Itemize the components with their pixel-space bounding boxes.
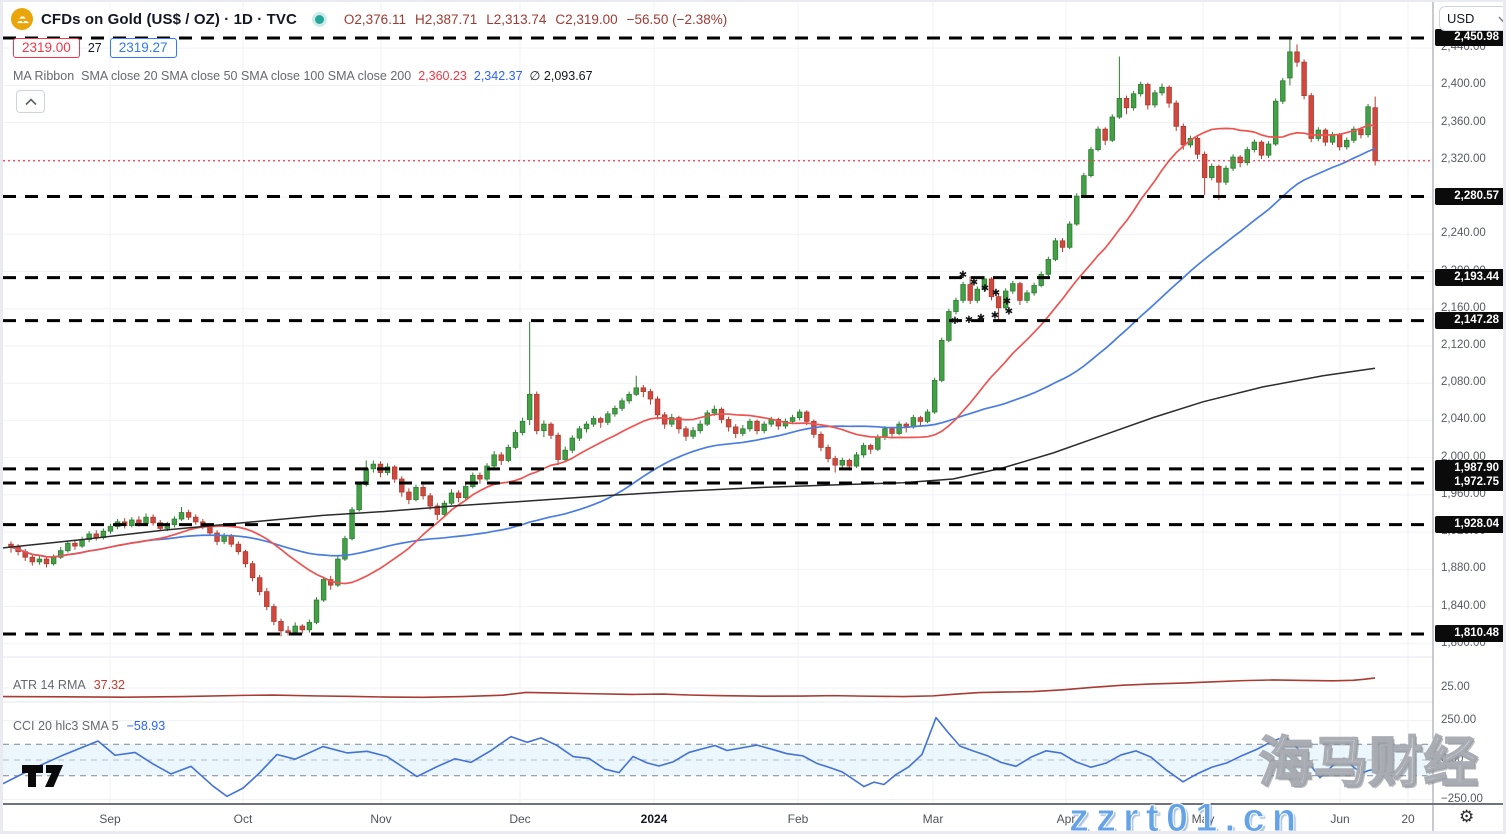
sell-price-button[interactable]: 2319.00 — [13, 38, 80, 58]
settings-gear-icon[interactable]: ⚙ — [1459, 807, 1475, 826]
svg-text:✱: ✱ — [992, 288, 1000, 299]
time-axis-label: May — [1191, 812, 1215, 826]
gold-symbol-icon — [11, 8, 33, 30]
atr-value: 37.32 — [93, 678, 125, 692]
tradingview-logo-icon[interactable] — [21, 762, 65, 790]
cci-tick-label: 250.00 — [1441, 713, 1477, 726]
chevron-up-icon — [24, 97, 37, 105]
currency-selected: USD — [1447, 11, 1475, 26]
time-axis-label: 20 — [1401, 812, 1415, 826]
time-axis-label: Jun — [1330, 812, 1350, 826]
ohlc-readout: O2,376.11 H2,387.71 L2,313.74 C2,319.00 … — [344, 12, 727, 27]
price-tick-label: 2,040.00 — [1441, 413, 1486, 426]
cci-value: −58.93 — [126, 719, 166, 733]
price-level-label: 1,972.75 — [1435, 473, 1503, 491]
atr-pane-legend: ATR 14 RMA 37.32 — [13, 678, 125, 692]
svg-text:✱: ✱ — [977, 313, 985, 324]
ohlc-low: L2,313.74 — [486, 11, 547, 27]
time-axis-label: Sep — [99, 812, 121, 826]
cci-tick-label: −250.00 — [1441, 792, 1483, 805]
collapse-legend-button[interactable] — [16, 90, 45, 113]
cci-pane-legend: CCI 20 hlc3 SMA 5 −58.93 — [13, 719, 165, 733]
svg-text:✱: ✱ — [970, 278, 978, 289]
chart-canvas[interactable]: ✱✱✱ ✱✱✱✱✱✱✱ — [3, 2, 1503, 831]
price-level-label: 1,987.90 — [1435, 459, 1503, 477]
time-axis-label: 2024 — [640, 812, 668, 826]
price-level-label: 1,810.48 — [1435, 625, 1503, 642]
price-level-label: 2,280.57 — [1435, 187, 1503, 205]
svg-text:✱: ✱ — [981, 283, 989, 294]
time-axis-label: Nov — [370, 812, 392, 826]
svg-text:✱: ✱ — [959, 270, 967, 281]
svg-text:✱: ✱ — [951, 316, 959, 327]
atr-tick-label: 25.00 — [1441, 681, 1470, 693]
price-level-label: 1,928.04 — [1435, 515, 1503, 533]
svg-text:✱: ✱ — [1005, 307, 1013, 318]
ohlc-change: −56.50 (−2.38%) — [626, 11, 728, 27]
ma-ribbon-value-sma20: 2,360.23 — [418, 69, 467, 83]
time-axis-label: Dec — [509, 812, 531, 826]
atr-label[interactable]: ATR 14 RMA — [13, 678, 86, 692]
svg-text:✱: ✱ — [1003, 296, 1011, 307]
price-tick-label: 2,080.00 — [1441, 376, 1486, 389]
buy-price-button[interactable]: 2319.27 — [109, 38, 177, 58]
price-tick-label: 2,320.00 — [1441, 152, 1486, 165]
ma-ribbon-params: SMA close 20 SMA close 50 SMA close 100 … — [81, 69, 412, 83]
price-tick-label: 1,880.00 — [1441, 562, 1486, 575]
page-edge-top — [0, 0, 1506, 2]
ma-ribbon-value-sma50: 2,342.37 — [473, 69, 523, 83]
time-axis-label: Apr — [1056, 812, 1076, 826]
chart-area: ✱ ✱ ✱ ✱ ✱ ✱ ✱ ✱ ✱ ✱ CFDs on Gold (US$ / OZ) · 1D … — [3, 2, 1503, 831]
ma-ribbon-value-avg: ∅ 2,093.67 — [529, 69, 593, 83]
price-tick-label: 2,120.00 — [1441, 338, 1486, 351]
price-level-label: 2,147.28 — [1435, 311, 1503, 329]
spread-value: 27 — [87, 41, 102, 55]
price-tick-label: 2,000.00 — [1441, 450, 1486, 463]
price-level-label: 2,450.98 — [1435, 28, 1503, 46]
page-edge-bottom — [0, 831, 1506, 834]
ohlc-open: O2,376.11 — [343, 11, 406, 27]
time-axis-label: Feb — [787, 812, 809, 826]
price-tick-label: 2,360.00 — [1441, 115, 1486, 128]
gold-bars-glyph — [16, 16, 29, 23]
cci-tick-label: 0.00 — [1441, 753, 1464, 765]
ma-ribbon-legend: MA Ribbon SMA close 20 SMA close 50 SMA … — [13, 68, 593, 83]
watermark-chinese: 海马财经 — [1258, 732, 1479, 794]
ohlc-high: H2,387.71 — [414, 11, 478, 27]
cci-label[interactable]: CCI 20 hlc3 SMA 5 — [13, 719, 119, 733]
ohlc-close: C2,319.00 — [555, 11, 618, 27]
price-tick-label: 2,240.00 — [1441, 227, 1486, 240]
bid-ask-row: 2319.00 27 2319.27 — [13, 38, 177, 58]
price-tick-label: 1,840.00 — [1441, 599, 1486, 612]
svg-text:✱: ✱ — [965, 315, 973, 326]
time-axis-label: Mar — [922, 812, 944, 826]
ma-ribbon-label[interactable]: MA Ribbon — [13, 69, 75, 83]
page-edge-left — [0, 0, 3, 834]
symbol-title[interactable]: CFDs on Gold (US$ / OZ) · 1D · TVC — [41, 10, 297, 28]
svg-text:✱: ✱ — [991, 310, 999, 321]
price-level-label: 2,193.44 — [1435, 268, 1503, 286]
watermark-site: zzrt01.cn — [1068, 796, 1304, 832]
currency-dropdown[interactable]: USD — [1439, 6, 1503, 31]
time-axis-label: Oct — [233, 812, 253, 826]
symbol-header: CFDs on Gold (US$ / OZ) · 1D · TVC O2,37… — [11, 8, 727, 30]
price-tick-label: 2,400.00 — [1441, 78, 1486, 91]
market-status-dot-icon[interactable] — [314, 14, 324, 24]
price-tick-label: 2,160.00 — [1441, 301, 1486, 314]
page-edge-right — [1503, 0, 1506, 834]
chevron-down-icon — [1498, 16, 1503, 22]
